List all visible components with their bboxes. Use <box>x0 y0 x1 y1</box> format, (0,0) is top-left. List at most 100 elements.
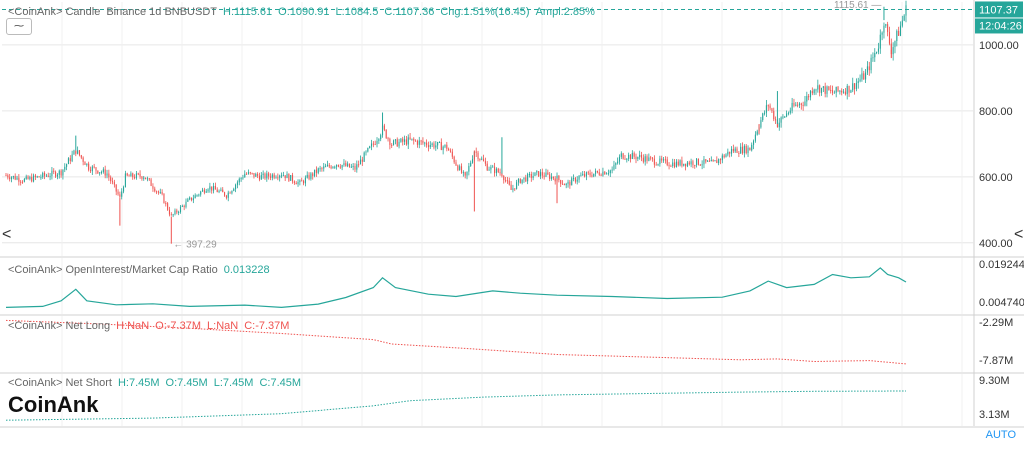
candle-body <box>376 140 378 145</box>
candle-body <box>736 148 738 153</box>
candle-body <box>383 125 385 130</box>
candle-body <box>117 191 119 195</box>
candle-body <box>20 181 22 183</box>
candle-body <box>817 85 819 90</box>
candle-body <box>569 181 571 186</box>
candle-body <box>216 189 218 193</box>
candle-body <box>505 180 507 182</box>
legend-net-long-name: <CoinAnk> Net Long <box>8 320 111 332</box>
candle-body <box>470 162 472 166</box>
candle-body <box>323 166 325 169</box>
candle-body <box>707 160 709 162</box>
candle-body <box>359 159 362 165</box>
candle-body <box>611 169 613 171</box>
scroll-right-chevron-icon[interactable]: < <box>1014 226 1024 243</box>
candle-body <box>541 172 543 176</box>
candle-body <box>341 165 343 168</box>
candle-body <box>172 214 174 216</box>
candle-body <box>784 116 786 118</box>
candle-body <box>549 174 551 179</box>
candle-body <box>350 166 352 168</box>
candle-body <box>528 174 531 176</box>
candle-body <box>648 157 650 161</box>
candle-body <box>143 177 145 179</box>
candle-body <box>326 164 328 167</box>
candle-body <box>778 122 780 128</box>
candle-body <box>708 160 711 162</box>
candle-body <box>55 171 57 177</box>
legend-net-short: <CoinAnk> Net Short H:7.45M O:7.45M L:7.45M… <box>8 377 307 389</box>
candle-body <box>86 163 88 165</box>
candle-body <box>879 34 881 49</box>
candle-body <box>168 209 171 215</box>
candle-body <box>881 32 883 35</box>
candle-body <box>773 111 775 120</box>
candle-body <box>584 174 586 177</box>
scroll-left-chevron-icon[interactable]: < <box>2 226 12 243</box>
candle-body <box>850 90 852 93</box>
candle-body <box>662 159 665 161</box>
candle-body <box>887 24 889 32</box>
legend-main: <CoinAnk> Candle Binance 1d BNBUSDT H:1115… <box>8 6 601 18</box>
candle-body <box>618 156 621 162</box>
candle-body <box>552 176 554 179</box>
collapse-toggle-button[interactable]: ⁓ <box>6 18 32 35</box>
candle-body <box>128 175 130 177</box>
candle-body <box>899 25 902 36</box>
candle-body <box>732 148 734 152</box>
candle-body <box>64 166 66 170</box>
candle-body <box>771 108 773 112</box>
candle-body <box>782 116 784 118</box>
candle-body <box>538 171 540 177</box>
candle-body <box>111 181 114 183</box>
candle-body <box>113 182 115 185</box>
candle-body <box>898 30 900 36</box>
candle-body <box>446 144 448 149</box>
candle-body <box>657 164 659 166</box>
candle-body <box>905 5 907 16</box>
candle-body <box>330 166 332 169</box>
candle-body <box>824 86 826 94</box>
candle-body <box>253 173 255 177</box>
candle-body <box>189 197 191 200</box>
candle-body <box>225 195 227 198</box>
candle-body <box>249 172 251 174</box>
candle-body <box>754 134 756 141</box>
candle-body <box>398 141 400 147</box>
candle-body <box>780 117 782 123</box>
candle-body <box>137 173 139 175</box>
candle-body <box>165 203 167 205</box>
candle-body <box>433 143 435 148</box>
candle-body <box>115 184 117 192</box>
candle-body <box>135 173 137 179</box>
auto-scale-button[interactable]: AUTO <box>985 429 1016 441</box>
candle-body <box>325 166 327 168</box>
candle-body <box>104 169 106 176</box>
candle-body <box>370 143 373 147</box>
legend-net-long-close: C:-7.37M <box>244 320 290 332</box>
candle-body <box>659 158 661 165</box>
candle-body <box>519 178 521 184</box>
candle-body <box>685 163 687 167</box>
candle-body <box>40 177 42 179</box>
candle-body <box>646 156 648 161</box>
candle-body <box>396 139 398 147</box>
candle-body <box>769 105 771 109</box>
candle-body <box>356 164 358 170</box>
candle-body <box>516 182 518 189</box>
candle-body <box>514 188 516 190</box>
candle-body <box>198 194 200 196</box>
candle-body <box>802 104 804 106</box>
candle-body <box>385 129 387 139</box>
candle-body <box>631 153 633 160</box>
candle-body <box>617 161 619 164</box>
net-short-line <box>5 390 907 421</box>
candle-body <box>334 166 336 168</box>
candle-body <box>358 164 360 166</box>
candle-body <box>381 125 384 136</box>
candle-body <box>229 192 231 194</box>
candle-body <box>244 173 246 178</box>
candle-body <box>25 176 27 179</box>
high-marker-label: 1115.61 — <box>834 0 881 11</box>
